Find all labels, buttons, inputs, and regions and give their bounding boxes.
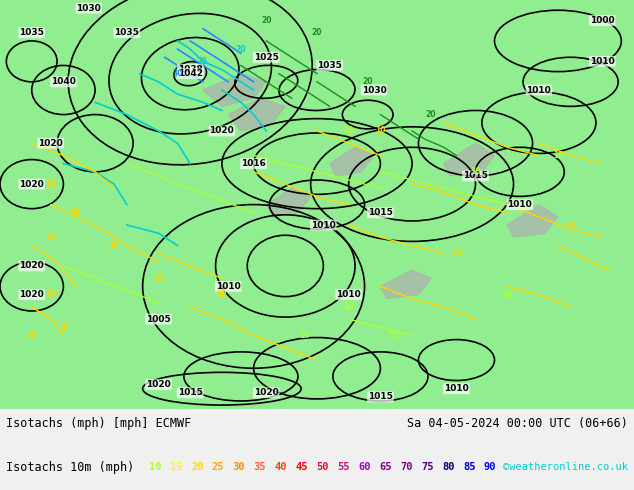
Text: 1020: 1020 <box>19 180 44 189</box>
Text: 10: 10 <box>566 220 576 229</box>
Text: 1040: 1040 <box>51 77 76 86</box>
Text: 60: 60 <box>358 463 371 472</box>
Text: 1020: 1020 <box>38 139 63 147</box>
Text: 10: 10 <box>375 126 385 135</box>
Polygon shape <box>203 74 266 106</box>
Text: 25: 25 <box>212 463 224 472</box>
Text: 15: 15 <box>170 463 183 472</box>
Text: 30: 30 <box>217 290 227 299</box>
Text: 20: 20 <box>451 249 462 258</box>
Text: 20: 20 <box>153 274 164 283</box>
Text: 55: 55 <box>337 463 350 472</box>
Text: 1020: 1020 <box>19 262 44 270</box>
Text: 1020: 1020 <box>146 380 171 389</box>
Text: Isotachs 10m (mph): Isotachs 10m (mph) <box>6 461 134 474</box>
Text: 1020: 1020 <box>254 388 279 397</box>
Text: 1025: 1025 <box>254 53 279 62</box>
Text: 1010: 1010 <box>311 220 336 229</box>
Text: 1020: 1020 <box>19 290 44 299</box>
Text: 10: 10 <box>470 168 481 176</box>
Text: 20: 20 <box>363 77 373 86</box>
Text: 10: 10 <box>46 180 56 189</box>
Text: 25: 25 <box>198 57 208 66</box>
Polygon shape <box>380 270 431 299</box>
Text: 80: 80 <box>442 463 455 472</box>
Text: 75: 75 <box>421 463 434 472</box>
Text: 30: 30 <box>109 241 119 250</box>
Text: 10: 10 <box>553 151 563 160</box>
Text: 1000: 1000 <box>590 16 614 25</box>
Text: 1015: 1015 <box>463 172 488 180</box>
Text: 1010: 1010 <box>590 57 615 66</box>
Text: 30: 30 <box>172 69 183 78</box>
Text: 20: 20 <box>27 331 37 340</box>
Text: Isotachs (mph) [mph] ECMWF: Isotachs (mph) [mph] ECMWF <box>6 417 191 430</box>
Text: 1042: 1042 <box>178 69 203 78</box>
Text: 1035: 1035 <box>317 61 342 70</box>
Text: 10: 10 <box>388 331 398 340</box>
Text: 1010: 1010 <box>444 384 469 393</box>
Text: 10: 10 <box>46 290 56 299</box>
Text: 1010: 1010 <box>336 290 361 299</box>
Text: 65: 65 <box>379 463 392 472</box>
Polygon shape <box>444 143 495 176</box>
Text: 10: 10 <box>58 323 68 332</box>
Text: 1015: 1015 <box>368 392 393 401</box>
Text: 1010: 1010 <box>507 200 533 209</box>
Text: 1020: 1020 <box>209 126 235 135</box>
Text: 85: 85 <box>463 463 476 472</box>
Text: 20: 20 <box>71 208 81 217</box>
Polygon shape <box>330 147 374 176</box>
Text: 1015: 1015 <box>178 388 203 397</box>
Text: 40: 40 <box>275 463 287 472</box>
Polygon shape <box>507 205 558 237</box>
Text: 10: 10 <box>299 331 309 340</box>
Text: 10: 10 <box>46 233 56 242</box>
Text: 20: 20 <box>426 110 436 119</box>
Polygon shape <box>228 98 285 131</box>
Text: 20: 20 <box>261 16 271 25</box>
Text: 50: 50 <box>316 463 329 472</box>
Text: 20: 20 <box>236 45 246 53</box>
Text: 10: 10 <box>502 290 512 299</box>
Text: 10: 10 <box>149 463 162 472</box>
Text: 1016: 1016 <box>241 159 266 168</box>
Text: 1038: 1038 <box>178 65 203 74</box>
Text: 1030: 1030 <box>76 4 101 13</box>
Text: 1035: 1035 <box>114 28 139 37</box>
Text: 20: 20 <box>191 463 204 472</box>
Text: 1015: 1015 <box>368 208 393 217</box>
Text: 1010: 1010 <box>526 86 552 95</box>
Text: 1010: 1010 <box>216 282 241 291</box>
Text: Sa 04-05-2024 00:00 UTC (06+66): Sa 04-05-2024 00:00 UTC (06+66) <box>407 417 628 430</box>
Text: 20: 20 <box>312 28 322 37</box>
Text: 10: 10 <box>344 126 354 135</box>
Text: 35: 35 <box>254 463 266 472</box>
Text: 1005: 1005 <box>146 315 171 323</box>
Text: 90: 90 <box>484 463 496 472</box>
Text: 45: 45 <box>295 463 308 472</box>
Polygon shape <box>266 188 311 217</box>
Text: 1030: 1030 <box>361 86 387 95</box>
Text: 30: 30 <box>233 463 245 472</box>
Text: ©weatheronline.co.uk: ©weatheronline.co.uk <box>503 463 628 472</box>
Text: 70: 70 <box>400 463 413 472</box>
Text: 10: 10 <box>344 302 354 311</box>
Text: 1035: 1035 <box>19 28 44 37</box>
